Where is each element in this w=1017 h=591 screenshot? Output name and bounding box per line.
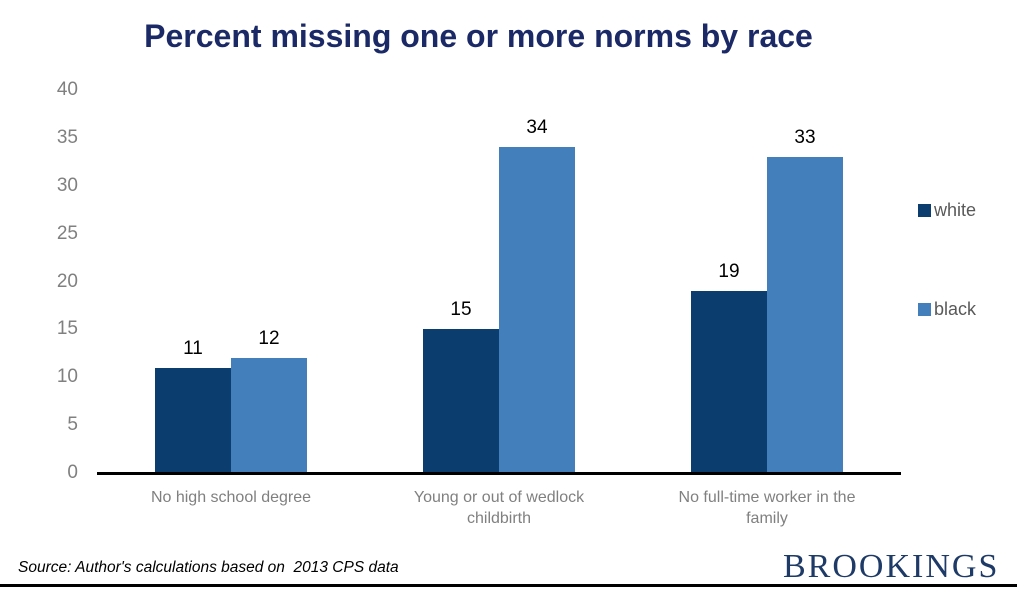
category-label: No high school degree xyxy=(150,489,312,506)
y-tick-label: 40 xyxy=(56,79,78,100)
legend-item-white: white xyxy=(918,201,976,219)
bar-value-label: 34 xyxy=(526,117,548,139)
chart-title: Percent missing one or more norms by rac… xyxy=(144,18,813,54)
y-tick-label: 35 xyxy=(56,126,78,148)
category-label: No full-time worker in the family xyxy=(678,489,856,527)
x-axis-line xyxy=(97,472,901,475)
bar-value-label: 33 xyxy=(794,127,816,149)
legend-item-black: black xyxy=(918,300,976,318)
legend-label: black xyxy=(934,299,977,319)
brookings-logo: BROOKINGS xyxy=(783,548,1000,585)
y-tick-label: 20 xyxy=(56,270,78,292)
bar-black xyxy=(499,147,575,473)
y-tick-label: 0 xyxy=(67,462,78,483)
y-tick-label: 25 xyxy=(56,222,78,244)
bar-value-label: 15 xyxy=(450,299,472,321)
bar-value-label: 11 xyxy=(183,337,203,359)
bar-value-label: 19 xyxy=(718,261,740,283)
legend-swatch-icon xyxy=(918,203,931,217)
bar-value-label: 12 xyxy=(258,328,280,350)
y-tick-label: 5 xyxy=(67,414,78,436)
bar-white xyxy=(423,329,499,473)
y-tick-label: 10 xyxy=(56,366,78,388)
bar-white xyxy=(155,367,231,473)
category-label: Young or out of wedlock childbirth xyxy=(413,489,585,527)
y-tick-label: 15 xyxy=(56,318,78,340)
bar-black xyxy=(231,358,307,473)
y-tick-label: 30 xyxy=(56,174,78,196)
legend-label: white xyxy=(934,200,977,220)
bar-black xyxy=(767,157,843,473)
bottom-rule xyxy=(0,584,1017,587)
source-note: Source: Author's calculations based on 2… xyxy=(18,559,399,576)
legend-swatch-icon xyxy=(918,302,931,316)
bar-white xyxy=(691,291,767,473)
